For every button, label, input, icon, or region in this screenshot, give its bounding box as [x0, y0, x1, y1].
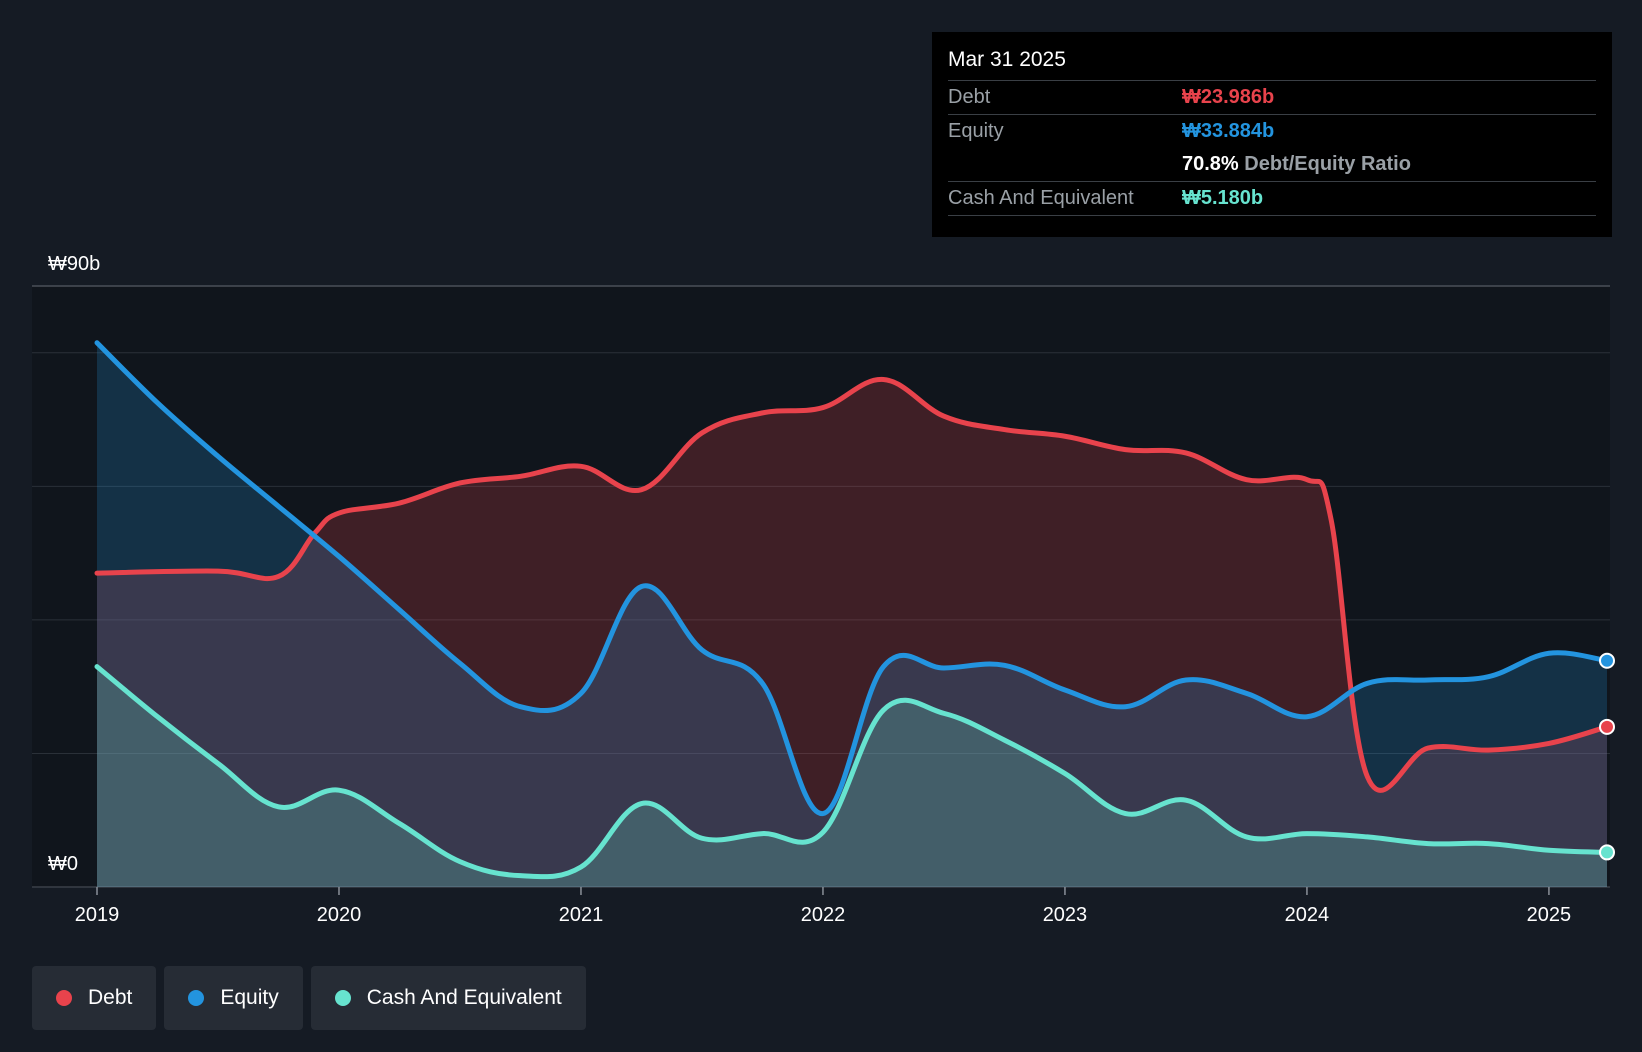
tooltip-row-equity: Equity ₩33.884b [948, 115, 1596, 148]
tooltip-panel: Mar 31 2025 Debt ₩23.986b Equity ₩33.884… [932, 32, 1612, 237]
cash-dot-icon [334, 990, 351, 1006]
tooltip-equity-value: ₩33.884b [1182, 120, 1275, 142]
tooltip-debt-value: ₩23.986b [1182, 86, 1275, 108]
equity-dot-icon [188, 990, 205, 1006]
debt-area [97, 379, 1607, 887]
x-tick-label-2023: 2023 [1043, 904, 1088, 926]
x-axis: 2019 2020 2021 2022 2023 2024 2025 [75, 887, 1571, 926]
tooltip-ratio: 70.8% Debt/Equity Ratio [1182, 148, 1411, 181]
tooltip-cash-value: ₩5.180b [1182, 187, 1264, 209]
legend-equity-label: Equity [220, 986, 279, 1009]
tooltip-row-debt: Debt ₩23.986b [948, 81, 1596, 115]
x-tick-label-2020: 2020 [317, 904, 362, 926]
equity-endpoint-marker[interactable] [1599, 652, 1615, 669]
x-tick-label-2019: 2019 [75, 904, 120, 926]
equity-line [94, 340, 1610, 817]
x-tick-label-2022: 2022 [801, 904, 846, 926]
legend-item-cash[interactable]: Cash And Equivalent [310, 966, 586, 1030]
tooltip-row-cash: Cash And Equivalent ₩5.180b [948, 182, 1596, 216]
equity-area [97, 342, 1607, 887]
x-tick-label-2024: 2024 [1285, 904, 1330, 926]
tooltip-cash-label: Cash And Equivalent [948, 187, 1134, 209]
gridlines [32, 285, 1610, 888]
tooltip-ratio-label: Debt/Equity Ratio [1244, 153, 1411, 175]
y-tick-label-bottom: ₩0 [48, 853, 78, 875]
debt-endpoint-marker[interactable] [1599, 718, 1615, 735]
cash-endpoint-marker[interactable] [1599, 844, 1615, 861]
legend-item-equity[interactable]: Equity [164, 966, 303, 1030]
legend-debt-label: Debt [88, 986, 133, 1009]
tooltip-ratio-value: 70.8% [1182, 153, 1239, 175]
cash-line [94, 664, 1610, 880]
series-lines [94, 340, 1610, 880]
debt-line [94, 376, 1610, 793]
debt-dot-icon [56, 990, 72, 1006]
tooltip-date: Mar 31 2025 [948, 46, 1596, 81]
x-tick-label-2025: 2025 [1527, 904, 1572, 926]
legend-cash-label: Cash And Equivalent [366, 986, 562, 1009]
legend-item-debt[interactable]: Debt [32, 966, 157, 1030]
tooltip-equity-label: Equity [948, 120, 1004, 142]
legend: Debt Equity Cash And Equivalent [32, 966, 586, 1030]
tooltip-row-ratio: 70.8% Debt/Equity Ratio [948, 148, 1596, 182]
tooltip-debt-label: Debt [948, 86, 991, 108]
x-tick-label-2021: 2021 [559, 904, 604, 926]
plot-background [32, 286, 1610, 887]
series-endpoints [1599, 652, 1615, 861]
y-tick-label-top: ₩90b [48, 253, 100, 275]
